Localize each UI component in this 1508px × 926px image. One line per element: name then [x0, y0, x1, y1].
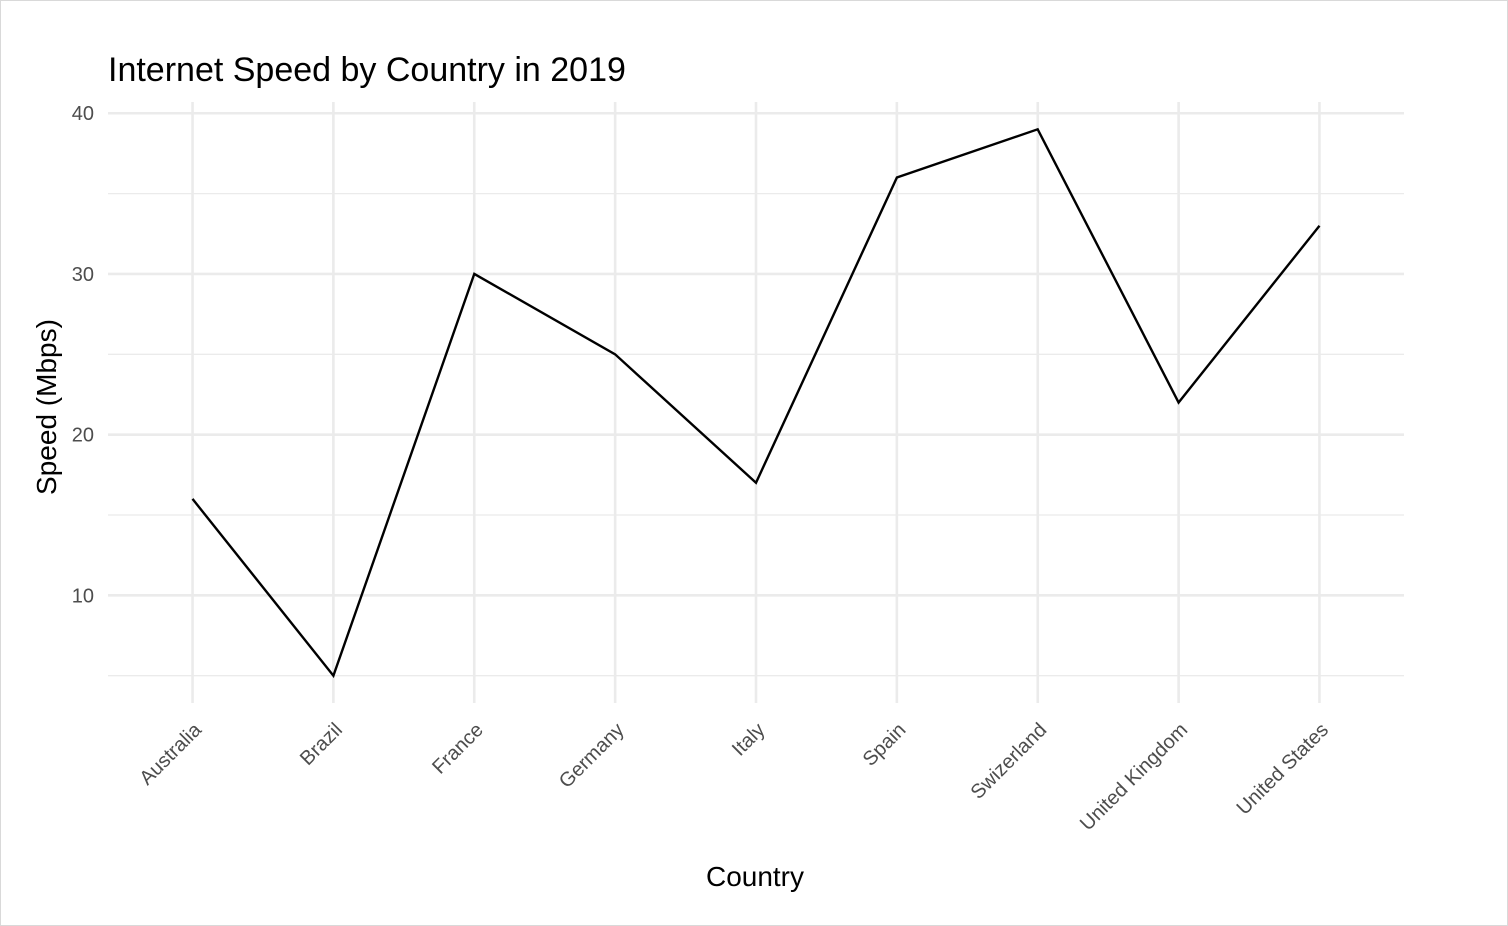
x-tick-label: Germany: [555, 719, 629, 793]
x-axis-ticks: Australia Brazil France Germany Italy Spain Sw…: [135, 718, 1333, 835]
x-tick-label: Italy: [728, 719, 769, 760]
x-tick-label: Spain: [859, 719, 911, 771]
x-tick-label: United States: [1233, 719, 1333, 819]
x-tick-label: Australia: [135, 718, 206, 789]
x-tick-label: Brazil: [296, 719, 347, 770]
y-tick-label: 40: [72, 103, 94, 125]
x-tick-label: United Kingdom: [1076, 719, 1192, 835]
y-axis-title: Speed (Mbps): [31, 319, 62, 495]
x-tick-label: Swizerland: [967, 719, 1052, 804]
y-tick-label: 30: [72, 264, 94, 286]
y-axis-ticks: 10 20 30 40: [72, 103, 94, 607]
chart-title: Internet Speed by Country in 2019: [108, 51, 626, 89]
series-line: [191, 127, 1321, 679]
y-tick-label: 10: [72, 585, 94, 607]
y-tick-label: 20: [72, 425, 94, 447]
series: [191, 127, 1321, 679]
x-tick-label: France: [428, 719, 488, 779]
x-axis-title: Country: [706, 861, 804, 892]
grid: [108, 102, 1404, 703]
